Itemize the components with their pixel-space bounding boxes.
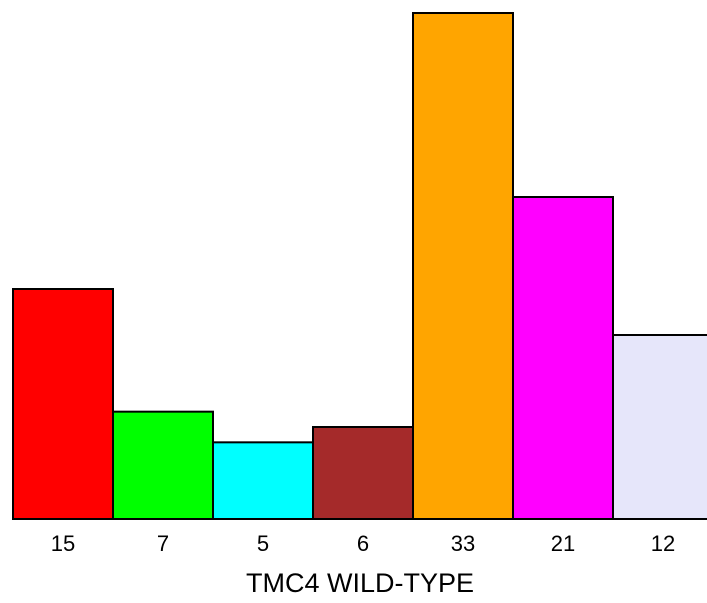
bar-12 (612, 334, 707, 520)
category-labels: 15 7 5 6 33 21 12 (51, 531, 675, 556)
bar-33 (412, 12, 514, 520)
bars-layer (12, 12, 707, 521)
bar-15 (12, 288, 114, 520)
category-label-15: 15 (51, 531, 75, 556)
category-label-21: 21 (551, 531, 575, 556)
category-label-7: 7 (157, 531, 169, 556)
bar-6 (312, 426, 414, 520)
bar-21 (512, 196, 614, 520)
category-label-5: 5 (257, 531, 269, 556)
category-label-6: 6 (357, 531, 369, 556)
bar-7 (112, 410, 214, 520)
bar-5 (212, 441, 314, 521)
category-label-12: 12 (651, 531, 675, 556)
category-label-33: 33 (451, 531, 475, 556)
x-axis-title: TMC4 WILD-TYPE (246, 568, 474, 598)
